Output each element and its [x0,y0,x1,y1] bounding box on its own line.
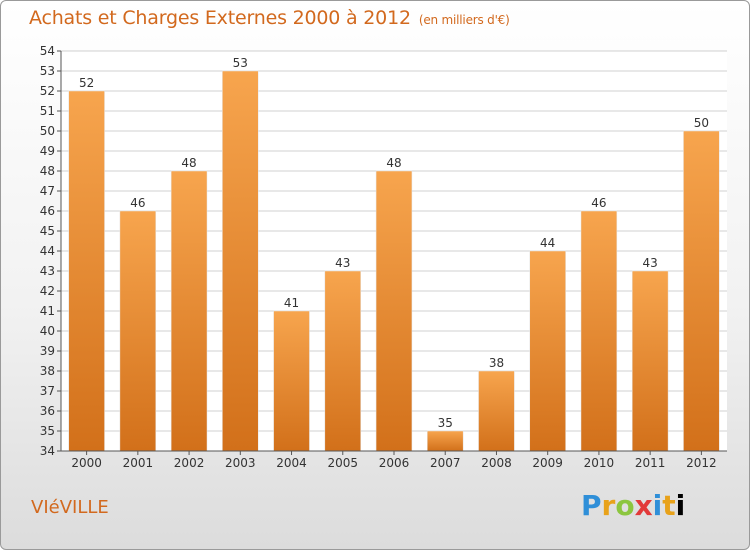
x-tick-label: 2002 [174,456,205,470]
x-tick-label: 2001 [123,456,154,470]
x-tick-label: 2005 [327,456,358,470]
bar-2011 [631,270,669,452]
value-label: 46 [591,196,606,210]
y-tick-label: 41 [40,304,55,318]
x-tick-label: 2010 [584,456,615,470]
y-tick-label: 35 [40,424,55,438]
y-tick-label: 45 [40,224,55,238]
value-label: 43 [335,256,350,270]
bar-2002 [170,170,208,452]
x-tick-label: 2012 [686,456,717,470]
y-tick-label: 53 [40,64,55,78]
y-tick-label: 36 [40,404,55,418]
y-tick-label: 37 [40,384,55,398]
value-label: 48 [386,156,401,170]
x-tick-label: 2008 [481,456,512,470]
x-tick-label: 2003 [225,456,256,470]
bar-2006 [375,170,413,452]
x-tick-label: 2000 [71,456,102,470]
x-tick-label: 2007 [430,456,461,470]
y-tick-label: 40 [40,324,55,338]
x-tick-label: 2004 [276,456,307,470]
commune-name: VIéVILLE [31,497,109,518]
value-label: 53 [233,56,248,70]
y-tick-label: 52 [40,84,55,98]
value-label: 35 [438,416,453,430]
y-tick-label: 34 [40,444,55,458]
y-tick-label: 50 [40,124,55,138]
bar-2003 [222,70,259,452]
value-label: 48 [181,156,196,170]
value-labels: 52 46 48 53 41 43 48 35 38 44 46 43 50 [79,56,709,430]
chart-title: Achats et Charges Externes 2000 à 2012 (e… [29,7,510,29]
value-label: 38 [489,356,504,370]
value-label: 52 [79,76,94,90]
y-tick-label: 43 [40,264,55,278]
y-tick-label: 51 [40,104,55,118]
y-tick-label: 38 [40,364,55,378]
value-label: 41 [284,296,299,310]
proxiti-logo: Proxiti [581,489,686,522]
chart-title-text: Achats et Charges Externes 2000 à 2012 [29,7,411,29]
y-tick-label: 44 [40,244,55,258]
bar-2001 [119,210,157,452]
y-tick-label: 54 [40,44,55,58]
bar-2007 [427,430,464,452]
bar-2008 [478,370,515,452]
bar-2012 [683,130,720,452]
axes: 34 35 36 37 38 39 40 41 42 43 44 45 46 47 48 49 50 51 52 53… [40,44,727,470]
value-label: 46 [130,196,145,210]
bar-2009 [529,250,566,452]
y-tick-label: 39 [40,344,55,358]
x-tick-label: 2009 [532,456,563,470]
x-tick-label: 2006 [379,456,410,470]
y-tick-label: 47 [40,184,55,198]
y-tick-label: 42 [40,284,55,298]
y-tick-label: 49 [40,144,55,158]
x-tick-label: 2011 [635,456,666,470]
value-label: 43 [643,256,658,270]
bar-2005 [324,270,361,452]
y-tick-label: 48 [40,164,55,178]
value-label: 50 [694,116,709,130]
bars [68,70,720,452]
bar-2010 [580,210,618,452]
bar-2004 [273,310,310,452]
y-tick-label: 46 [40,204,55,218]
value-label: 44 [540,236,555,250]
chart-subtitle: (en milliers d'€) [418,13,510,27]
bar-2000 [68,90,105,452]
